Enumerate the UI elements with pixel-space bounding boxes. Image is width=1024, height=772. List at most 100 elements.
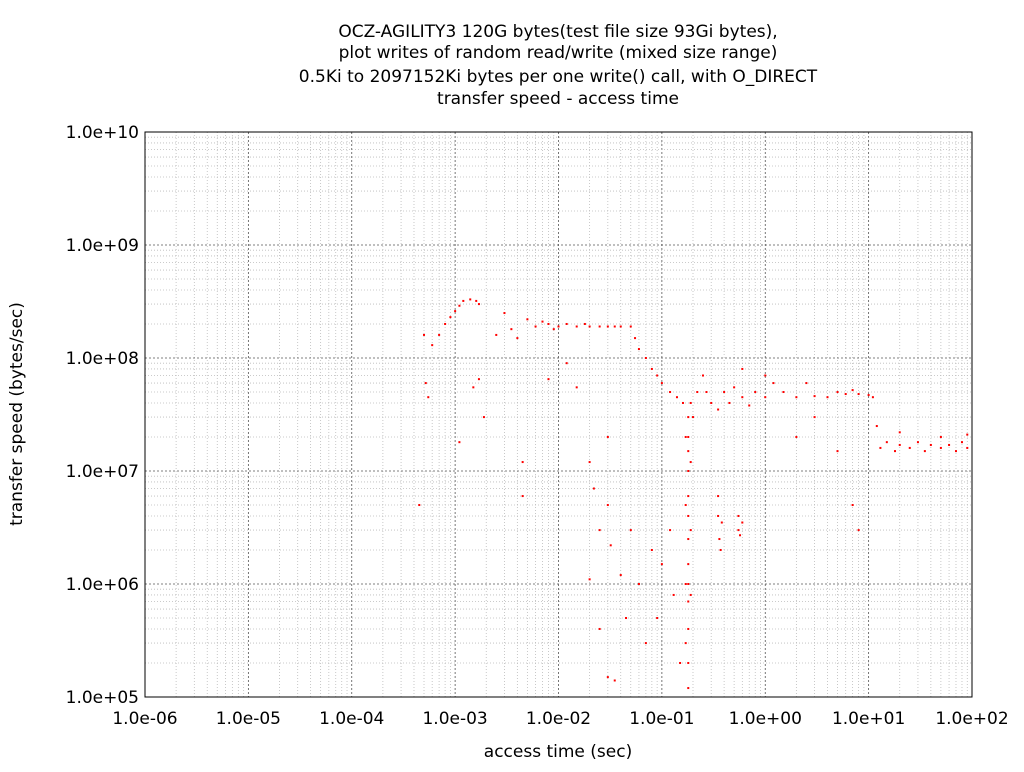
data-point: [720, 521, 723, 524]
data-point: [805, 382, 808, 385]
data-point: [717, 514, 720, 517]
data-point: [857, 393, 860, 396]
data-point: [898, 431, 901, 434]
data-point: [609, 544, 612, 547]
data-point: [477, 303, 480, 306]
x-tick-label: 1.0e-01: [629, 709, 694, 729]
data-point: [454, 310, 457, 313]
data-point: [851, 389, 854, 392]
data-point: [669, 529, 672, 532]
x-tick-label: 1.0e+01: [832, 709, 905, 729]
data-point: [813, 395, 816, 398]
x-tick-label: 1.0e+02: [935, 709, 1008, 729]
data-point: [462, 299, 465, 302]
data-point: [684, 435, 687, 438]
data-point: [449, 316, 452, 319]
data-point: [875, 425, 878, 428]
data-point: [588, 461, 591, 464]
data-point: [923, 450, 926, 453]
data-point: [966, 446, 969, 449]
y-tick-label: 1.0e+07: [66, 462, 139, 482]
x-tick-label: 1.0e+00: [729, 709, 802, 729]
data-point: [795, 435, 798, 438]
data-point: [687, 583, 690, 585]
data-point: [687, 563, 690, 566]
data-point: [764, 396, 767, 399]
data-point: [458, 304, 461, 307]
data-point: [754, 391, 757, 394]
data-point: [521, 495, 524, 498]
data-point: [702, 374, 705, 377]
data-point: [656, 617, 659, 620]
data-point: [687, 416, 690, 419]
chart-title: OCZ-AGILITY3 120G bytes(test file size 9…: [338, 22, 777, 42]
data-point: [472, 386, 475, 389]
data-point: [650, 548, 653, 551]
data-point: [728, 401, 731, 404]
data-point: [733, 386, 736, 389]
data-point: [634, 337, 637, 340]
data-point: [557, 325, 560, 328]
data-point: [948, 443, 951, 446]
data-point: [795, 396, 798, 399]
data-point: [836, 391, 839, 394]
data-point: [469, 298, 472, 301]
data-point: [739, 534, 742, 537]
plot-frame: [144, 131, 973, 698]
data-point: [908, 446, 911, 449]
data-point: [541, 320, 544, 323]
data-point: [705, 391, 708, 394]
data-point: [592, 487, 595, 490]
data-point: [606, 676, 609, 679]
data-point: [717, 408, 720, 411]
data-point: [718, 538, 721, 541]
data-point: [613, 325, 616, 328]
data-point: [764, 374, 767, 377]
data-point: [813, 416, 816, 419]
data-point: [894, 450, 897, 453]
data-point: [867, 394, 870, 397]
data-point: [916, 441, 919, 444]
data-point: [723, 391, 726, 394]
data-point: [687, 538, 690, 541]
data-point: [606, 325, 609, 328]
data-point: [772, 382, 775, 385]
data-point: [644, 357, 647, 359]
data-point: [879, 446, 882, 449]
data-point: [687, 470, 690, 472]
data-point: [424, 382, 427, 385]
data-point: [619, 574, 622, 577]
data-point: [672, 593, 675, 596]
chart-title: transfer speed - access time: [437, 89, 679, 109]
data-point: [637, 348, 640, 351]
data-point: [431, 344, 434, 347]
data-point: [637, 583, 640, 585]
x-tick-label: 1.0e-06: [112, 709, 177, 729]
data-point: [565, 362, 568, 365]
data-point: [687, 514, 690, 517]
data-point: [675, 396, 678, 399]
data-point: [960, 441, 963, 444]
x-tick-label: 1.0e-04: [319, 709, 384, 729]
data-point: [857, 529, 860, 532]
data-point: [851, 504, 854, 507]
data-point: [588, 325, 591, 328]
data-point: [741, 521, 744, 524]
data-point: [748, 404, 751, 407]
data-point: [526, 318, 529, 321]
data-point: [929, 443, 932, 446]
data-point: [547, 378, 550, 381]
data-point: [438, 333, 441, 336]
data-point: [687, 450, 690, 453]
data-point: [444, 322, 447, 325]
data-point: [482, 416, 485, 419]
y-tick-label: 1.0e+06: [66, 575, 139, 595]
data-point: [687, 687, 690, 690]
data-point: [885, 441, 888, 444]
data-point: [598, 627, 601, 630]
data-point: [684, 642, 687, 645]
data-point: [737, 529, 740, 532]
data-point: [689, 593, 692, 596]
x-tick-label: 1.0e-05: [216, 709, 281, 729]
